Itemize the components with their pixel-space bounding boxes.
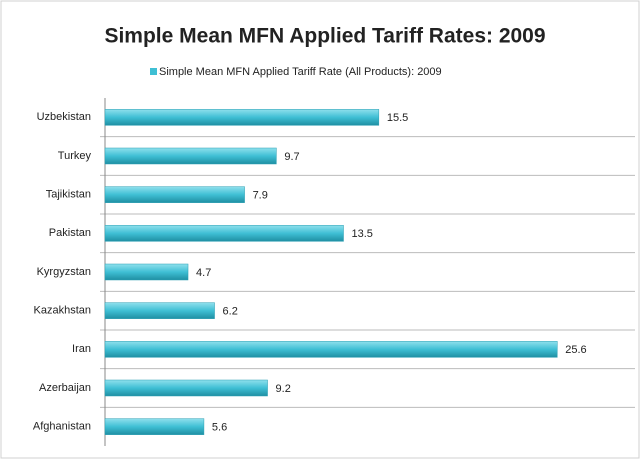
bar xyxy=(104,379,268,397)
y-tick-label: Iran xyxy=(72,343,91,355)
data-label: 9.2 xyxy=(276,383,291,395)
legend-label: Simple Mean MFN Applied Tariff Rate (All… xyxy=(159,66,442,78)
y-tick-label: Kyrgyzstan xyxy=(37,266,91,278)
bar xyxy=(104,225,344,242)
bar xyxy=(104,263,189,281)
data-label: 15.5 xyxy=(387,112,408,124)
data-label: 7.9 xyxy=(253,190,268,202)
y-tick-label: Pakistan xyxy=(49,227,91,239)
bar xyxy=(104,147,277,165)
legend-swatch xyxy=(150,68,157,75)
y-tick-label: Tajikistan xyxy=(46,189,91,201)
y-tick-label: Afghanistan xyxy=(33,421,91,433)
data-label: 13.5 xyxy=(352,228,373,240)
bar xyxy=(104,302,215,319)
y-tick-label: Uzbekistan xyxy=(37,111,91,123)
y-tick-label: Kazakhstan xyxy=(34,305,91,317)
data-label: 5.6 xyxy=(212,422,227,434)
data-label: 6.2 xyxy=(223,306,238,318)
bar xyxy=(104,341,558,358)
bar xyxy=(104,418,205,435)
y-tick-label: Azerbaijan xyxy=(39,382,91,394)
chart-title: Simple Mean MFN Applied Tariff Rates: 20… xyxy=(104,25,545,48)
bar xyxy=(104,109,380,126)
y-tick-label: Turkey xyxy=(58,150,92,162)
data-label: 9.7 xyxy=(284,151,299,163)
data-label: 25.6 xyxy=(565,344,586,356)
bar xyxy=(104,186,245,203)
data-label: 4.7 xyxy=(196,267,211,279)
